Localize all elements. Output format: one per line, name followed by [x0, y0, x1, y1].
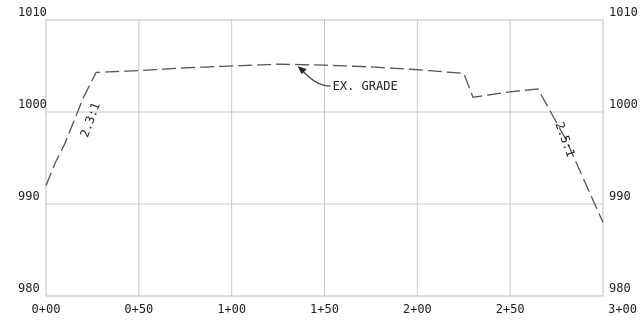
x-tick-1+50: 1+50 [310, 302, 339, 316]
y-tick-left-990: 990 [18, 189, 40, 203]
x-tick-0+00: 0+00 [32, 302, 61, 316]
x-tick-2+00: 2+00 [403, 302, 432, 316]
y-tick-right-1000: 1000 [609, 97, 638, 111]
plot-frame [45, 19, 604, 297]
x-tick-3+00: 3+00 [608, 302, 637, 316]
y-tick-left-1000: 1000 [18, 97, 47, 111]
y-tick-left-980: 980 [18, 281, 40, 295]
ex-grade-leader-arrow [301, 69, 331, 87]
y-axis-left: 980 990 1000 1010 [18, 5, 47, 295]
y-tick-left-1010: 1010 [18, 5, 47, 19]
ex-grade-arrowhead [297, 66, 307, 75]
gridlines [45, 19, 604, 297]
ex-grade-label: EX. GRADE [333, 79, 398, 93]
x-tick-2+50: 2+50 [496, 302, 525, 316]
y-tick-right-980: 980 [609, 281, 631, 295]
x-tick-0+50: 0+50 [124, 302, 153, 316]
left-slope-label: 2.3:1 [77, 100, 103, 139]
y-axis-right: 980 990 1000 1010 [609, 5, 638, 295]
right-slope-label: 2.5:1 [552, 120, 578, 159]
x-tick-1+00: 1+00 [217, 302, 246, 316]
x-axis: 0+00 0+50 1+00 1+50 2+00 2+50 3+00 [32, 302, 637, 316]
existing-grade-line [45, 63, 604, 223]
y-tick-right-990: 990 [609, 189, 631, 203]
y-tick-right-1010: 1010 [609, 5, 638, 19]
